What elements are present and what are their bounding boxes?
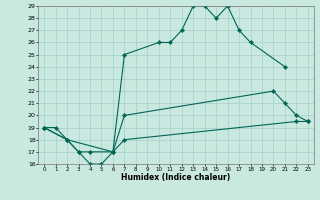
X-axis label: Humidex (Indice chaleur): Humidex (Indice chaleur) bbox=[121, 173, 231, 182]
